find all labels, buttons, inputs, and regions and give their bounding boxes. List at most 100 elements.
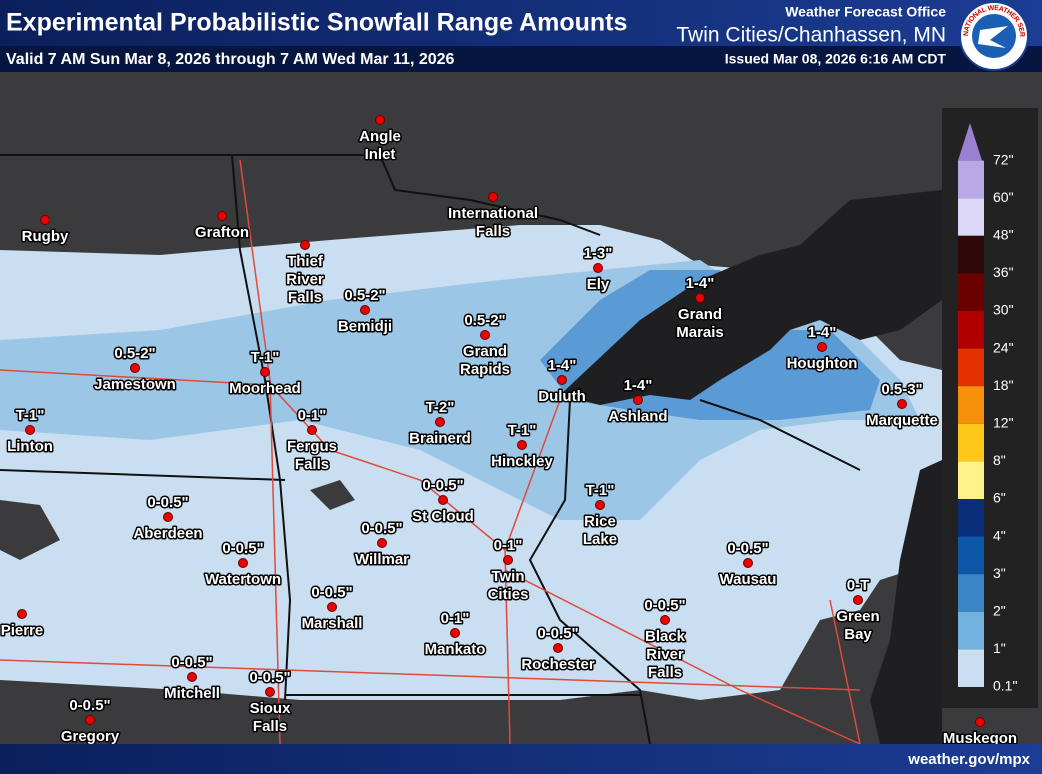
city-name: Wausau bbox=[720, 571, 777, 588]
city-name: Falls bbox=[295, 456, 329, 473]
snow-amount: 0-0.5" bbox=[727, 540, 768, 557]
office: Weather Forecast Office bbox=[785, 4, 946, 20]
legend-label: 2" bbox=[993, 603, 1006, 619]
legend-swatch bbox=[958, 649, 984, 687]
issued: Issued Mar 08, 2026 6:16 AM CDT bbox=[725, 51, 947, 67]
city-dot bbox=[695, 293, 705, 303]
city-dot bbox=[40, 215, 50, 225]
snow-amount: 1-4" bbox=[686, 275, 715, 292]
city-dot bbox=[307, 425, 317, 435]
city-name: Falls bbox=[253, 718, 287, 735]
city-dot bbox=[163, 512, 173, 522]
snow-amount: 0.5-2" bbox=[344, 287, 385, 304]
snow-amount: 0-0.5" bbox=[249, 669, 290, 686]
legend-label: 12" bbox=[993, 415, 1014, 431]
city-name: Twin bbox=[491, 568, 524, 585]
city-dot bbox=[217, 211, 227, 221]
snow-amount: 0.5-3" bbox=[881, 381, 922, 398]
city-name: Pierre bbox=[1, 622, 44, 639]
city-name: Falls bbox=[648, 664, 682, 681]
snow-amount: 0.5-2" bbox=[464, 312, 505, 329]
snow-amount: 0-0.5" bbox=[147, 494, 188, 511]
legend-swatch bbox=[958, 160, 984, 199]
city-name: River bbox=[646, 646, 684, 663]
city-name: Rochester bbox=[521, 656, 595, 673]
city-dot bbox=[450, 628, 460, 638]
city-dot bbox=[435, 417, 445, 427]
legend-swatch bbox=[958, 311, 984, 349]
snow-amount: 0-T bbox=[847, 577, 870, 594]
legend-swatch bbox=[958, 611, 984, 650]
city-name: Brainerd bbox=[409, 430, 471, 447]
office-name: Twin Cities/Chanhassen, MN bbox=[676, 24, 946, 47]
lake-superior bbox=[560, 190, 942, 405]
legend-label: 4" bbox=[993, 527, 1006, 543]
legend-box bbox=[942, 108, 1038, 708]
city-name: Sioux bbox=[250, 700, 291, 717]
city-dot bbox=[377, 538, 387, 548]
subheader-bar bbox=[0, 46, 1042, 72]
snow-amount: 1-4" bbox=[548, 357, 577, 374]
legend-swatch bbox=[958, 273, 984, 311]
city-dot bbox=[817, 342, 827, 352]
snow-amount: T-1" bbox=[251, 349, 280, 366]
city-name: Black bbox=[645, 628, 686, 645]
legend-label: 24" bbox=[993, 339, 1014, 355]
city-dot bbox=[375, 115, 385, 125]
city-name: Thief bbox=[287, 253, 324, 270]
city-name: Jamestown bbox=[94, 376, 176, 393]
city-name: Hinckley bbox=[491, 453, 553, 470]
city-name: Muskegon bbox=[943, 730, 1017, 747]
legend-swatch bbox=[958, 536, 984, 575]
city-name: Ashland bbox=[608, 408, 667, 425]
legend-swatch bbox=[958, 198, 984, 236]
legend-swatch bbox=[958, 461, 984, 499]
city-name: Linton bbox=[7, 438, 53, 455]
city-dot bbox=[265, 687, 275, 697]
city-name: Lake bbox=[583, 531, 617, 548]
city-dot bbox=[975, 717, 985, 727]
city-name: Inlet bbox=[365, 146, 396, 163]
legend-swatch bbox=[958, 574, 984, 612]
city-name: Rugby bbox=[22, 228, 69, 245]
snow-amount: 0-1" bbox=[298, 407, 327, 424]
city-dot bbox=[25, 425, 35, 435]
city-name: Ely bbox=[587, 276, 610, 293]
city-name: Rice bbox=[584, 513, 616, 530]
city-name: Falls bbox=[288, 289, 322, 306]
city-name: River bbox=[286, 271, 324, 288]
city-dot bbox=[438, 495, 448, 505]
legend-swatch bbox=[958, 348, 984, 387]
city-name: Duluth bbox=[538, 388, 585, 405]
city-name: St Cloud bbox=[412, 508, 474, 525]
city-name: Mankato bbox=[425, 641, 486, 658]
city-dot bbox=[488, 192, 498, 202]
legend-label: 18" bbox=[993, 377, 1014, 393]
snow-amount: T-1" bbox=[586, 482, 615, 499]
city-name: Marais bbox=[676, 324, 724, 341]
city-name: Houghton bbox=[787, 355, 858, 372]
city-name: Grand bbox=[463, 343, 507, 360]
legend-swatch bbox=[958, 123, 982, 161]
city-name: Angle bbox=[359, 128, 401, 145]
city-dot bbox=[897, 399, 907, 409]
city-dot bbox=[85, 715, 95, 725]
city-dot bbox=[595, 500, 605, 510]
city-name: Grafton bbox=[195, 224, 249, 241]
city-dot bbox=[660, 615, 670, 625]
title: Experimental Probabilistic Snowfall Rang… bbox=[6, 9, 627, 37]
legend-label: 3" bbox=[993, 565, 1006, 581]
city-name: Cities bbox=[488, 586, 529, 603]
snow-amount: T-1" bbox=[508, 422, 537, 439]
state-borders bbox=[0, 154, 861, 745]
city-name: Aberdeen bbox=[133, 525, 202, 542]
snow-amount: 0.5-2" bbox=[114, 345, 155, 362]
city-name: Marshall bbox=[302, 615, 363, 632]
snow-amount: 0-0.5" bbox=[222, 540, 263, 557]
legend-label: 6" bbox=[993, 490, 1006, 506]
city-dot bbox=[327, 602, 337, 612]
lake-michigan bbox=[870, 460, 942, 744]
footer-url[interactable]: weather.gov/mpx bbox=[907, 751, 1030, 768]
city-dot bbox=[743, 558, 753, 568]
